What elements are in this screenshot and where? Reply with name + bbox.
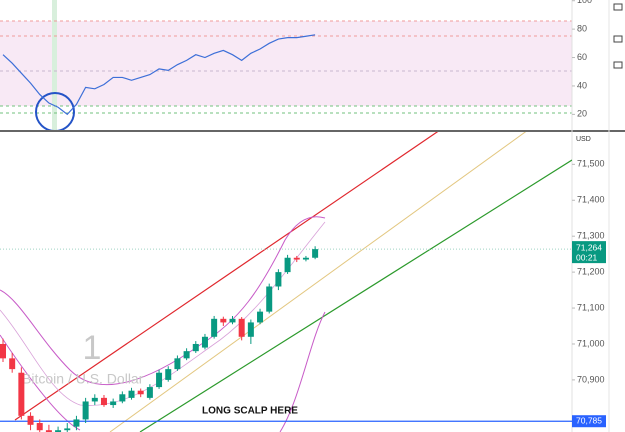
candle-body	[64, 428, 71, 431]
y-tick-label: 71,500	[577, 159, 605, 169]
candle-body	[302, 257, 309, 260]
candle-body	[119, 394, 126, 402]
level-tag	[572, 415, 606, 428]
candle-body	[18, 372, 25, 416]
y-tick-label: 71,300	[577, 231, 605, 241]
toolbar[interactable]	[613, 3, 623, 69]
candle-body	[128, 390, 135, 398]
y-tick-label: 80	[577, 24, 587, 34]
tool-icon[interactable]	[613, 61, 623, 69]
price-tag-label: 71,264	[576, 242, 602, 252]
y-tick-label: 71,400	[577, 195, 605, 205]
candle-body	[201, 336, 208, 348]
candle-body	[174, 358, 181, 370]
candle-body	[27, 415, 34, 425]
candle-body	[266, 286, 273, 312]
y-tick-label: 71,000	[577, 338, 605, 348]
channel-lower	[139, 159, 572, 432]
y-tick-label: 20	[577, 109, 587, 119]
tool-icon[interactable]	[613, 35, 623, 43]
rsi-band	[0, 21, 572, 106]
candle-body	[192, 343, 199, 352]
symbol-watermark: Bitcoin / U.S. Dollar	[22, 371, 144, 387]
candle-body	[110, 401, 117, 406]
candle-body	[284, 257, 291, 273]
candle-body	[73, 419, 80, 427]
channel-mid	[109, 132, 527, 432]
candle-body	[183, 351, 190, 359]
rsi-line	[2, 34, 316, 116]
y-tick-label: 40	[577, 80, 587, 90]
tool-icon[interactable]	[613, 3, 623, 11]
y-tick-label: 71,100	[577, 302, 605, 312]
candle-body	[55, 430, 62, 432]
y-tick-label: 71,200	[577, 266, 605, 276]
candle-body	[0, 343, 6, 359]
candle-body	[238, 318, 245, 337]
y-tick-label: 70,900	[577, 374, 605, 384]
candle-body	[100, 397, 107, 406]
candle-body	[275, 272, 282, 287]
candle-body	[229, 318, 236, 323]
annotation: LONG SCALP HERE	[202, 406, 298, 417]
level-tag-label: 70,785	[576, 415, 602, 425]
highlight-circle	[35, 92, 75, 130]
y-tick-label: 60	[577, 52, 587, 62]
candle-body	[146, 387, 153, 398]
candle-body	[156, 372, 163, 388]
highlight	[52, 0, 57, 130]
candle-body	[312, 249, 319, 258]
candle-body	[165, 369, 172, 380]
countdown: 00:21	[576, 252, 598, 262]
candle-body	[211, 318, 218, 337]
candle-body	[137, 390, 144, 395]
currency: USD	[576, 136, 591, 143]
candle-body	[82, 401, 89, 420]
candle-body	[293, 257, 300, 260]
candle-body	[257, 311, 264, 323]
watermark: 1	[83, 329, 102, 367]
candle-body	[36, 423, 43, 431]
candle-body	[45, 430, 52, 432]
candle-body	[91, 397, 98, 402]
y-tick-label: 100	[577, 0, 592, 5]
band-lower	[279, 311, 326, 432]
candle-body	[220, 318, 227, 323]
candle-body	[247, 322, 254, 337]
price-tag	[572, 241, 606, 264]
price-plot	[0, 246, 572, 432]
rsi-pane	[0, 0, 572, 130]
rsi-plot	[2, 34, 316, 116]
band-lower	[0, 334, 81, 431]
channel-upper	[14, 132, 439, 421]
candle-body	[9, 358, 16, 370]
